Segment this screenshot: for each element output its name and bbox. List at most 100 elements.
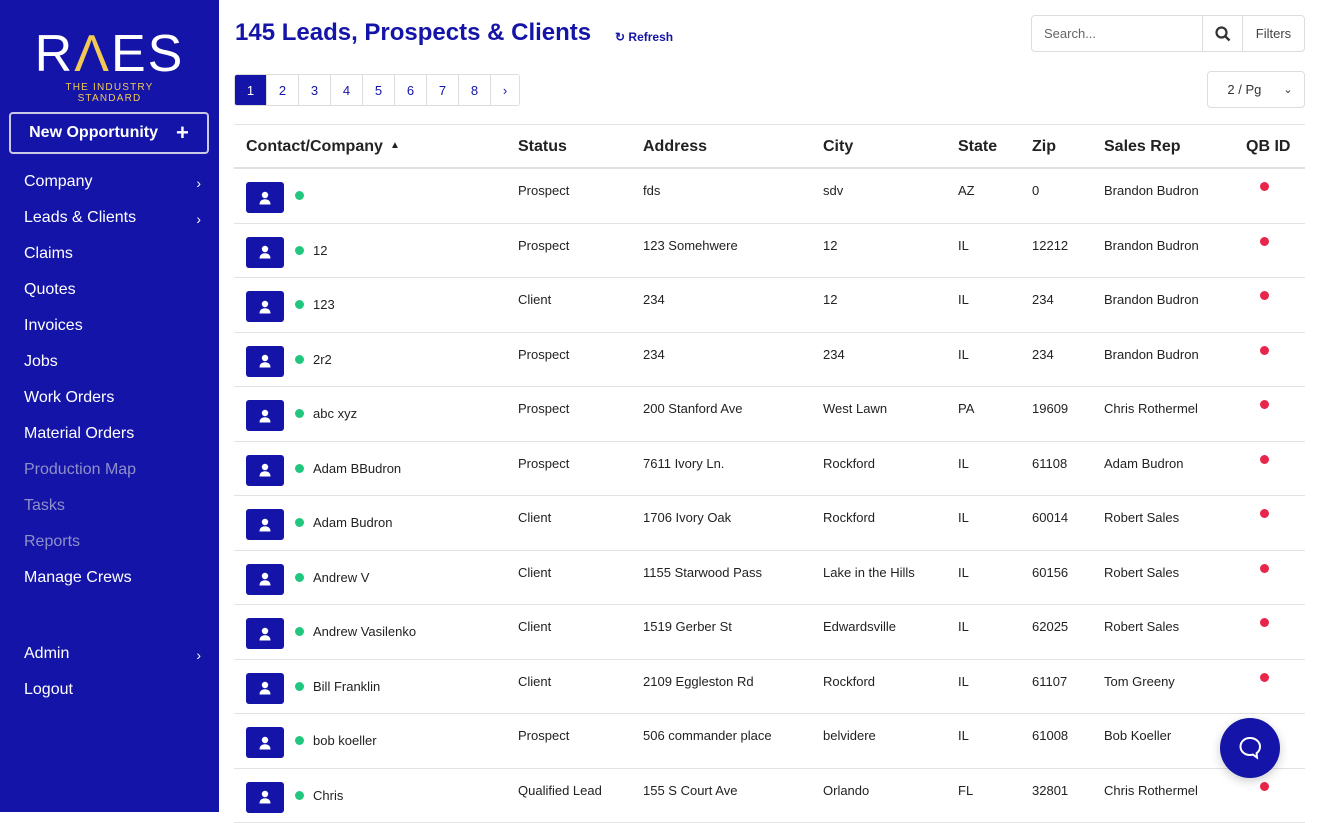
contact-avatar-button[interactable] (246, 291, 284, 322)
qb-id-missing-dot (1260, 182, 1269, 191)
contact-name-link[interactable]: Andrew Vasilenko (313, 624, 416, 639)
contact-avatar-button[interactable] (246, 727, 284, 758)
cell-sales-rep: Robert Sales (1104, 619, 1179, 634)
user-icon (259, 463, 271, 477)
cell-sales-rep: Adam Budron (1104, 456, 1184, 471)
column-header-zip[interactable]: Zip (1032, 138, 1056, 156)
contact-name-link[interactable]: 2r2 (313, 352, 332, 367)
cell-status: Client (518, 674, 551, 689)
user-icon (259, 300, 271, 314)
contact-name-link[interactable]: Andrew V (313, 570, 369, 585)
search-input[interactable] (1032, 16, 1203, 51)
page-7-button[interactable]: 7 (427, 75, 459, 105)
chat-button[interactable] (1220, 718, 1280, 778)
user-icon (259, 627, 271, 641)
sort-ascending-icon[interactable]: ▲ (390, 140, 400, 151)
sidebar-item-manage-crews[interactable]: Manage Crews (0, 560, 219, 596)
contact-avatar-button[interactable] (246, 400, 284, 431)
contact-name-link[interactable]: 123 (313, 297, 335, 312)
column-header-address[interactable]: Address (643, 138, 707, 156)
sidebar-item-material-orders[interactable]: Material Orders (0, 416, 219, 452)
cell-city: Lake in the Hills (823, 565, 915, 580)
sidebar-item-label: Logout (24, 681, 73, 699)
column-header-status[interactable]: Status (518, 138, 567, 156)
contact-avatar-button[interactable] (246, 455, 284, 486)
contact-avatar-button[interactable] (246, 182, 284, 213)
cell-sales-rep: Chris Rothermel (1104, 401, 1198, 416)
contact-name-link[interactable]: Chris (313, 788, 343, 803)
column-header-contact-company[interactable]: Contact/Company (246, 138, 383, 156)
column-header-city[interactable]: City (823, 138, 853, 156)
raes-logo[interactable]: RΛES THE INDUSTRY STANDARD (32, 28, 187, 104)
sidebar-item-production-map[interactable]: Production Map (0, 452, 219, 488)
sidebar-item-company[interactable]: Company› (0, 164, 219, 200)
sidebar-item-label: Reports (24, 533, 80, 551)
contact-avatar-button[interactable] (246, 509, 284, 540)
contact-avatar-button[interactable] (246, 673, 284, 704)
page-1-button[interactable]: 1 (235, 75, 267, 105)
contact-avatar-button[interactable] (246, 237, 284, 268)
page-3-button[interactable]: 3 (299, 75, 331, 105)
qb-id-missing-dot (1260, 618, 1269, 627)
sidebar-item-logout[interactable]: Logout (0, 672, 219, 708)
search-button[interactable] (1203, 16, 1243, 51)
chevron-down-icon: ⌄ (1283, 83, 1292, 96)
contact-name-link[interactable]: 12 (313, 243, 327, 258)
page-2-button[interactable]: 2 (267, 75, 299, 105)
contact-name-link[interactable]: Bill Franklin (313, 679, 380, 694)
sidebar-item-label: Tasks (24, 497, 65, 515)
sidebar-item-admin[interactable]: Admin› (0, 636, 219, 672)
contact-avatar-button[interactable] (246, 346, 284, 377)
page-8-button[interactable]: 8 (459, 75, 491, 105)
cell-zip: 60156 (1032, 565, 1068, 580)
cell-sales-rep: Tom Greeny (1104, 674, 1175, 689)
new-opportunity-button[interactable]: New Opportunity+ (9, 112, 209, 154)
contact-avatar-button[interactable] (246, 782, 284, 813)
column-header-state[interactable]: State (958, 138, 997, 156)
sidebar-item-jobs[interactable]: Jobs (0, 344, 219, 380)
user-icon (259, 790, 271, 804)
sidebar-item-reports[interactable]: Reports (0, 524, 219, 560)
page-4-button[interactable]: 4 (331, 75, 363, 105)
contact-name-link[interactable]: Adam Budron (313, 515, 393, 530)
refresh-button[interactable]: ↻ Refresh (615, 30, 673, 44)
sidebar-item-leads-clients[interactable]: Leads & Clients› (0, 200, 219, 236)
next-page-button[interactable]: › (491, 75, 519, 105)
contact-name-link[interactable]: bob koeller (313, 733, 377, 748)
page-6-button[interactable]: 6 (395, 75, 427, 105)
user-icon (259, 572, 271, 586)
sidebar-item-work-orders[interactable]: Work Orders (0, 380, 219, 416)
contact-avatar-button[interactable] (246, 618, 284, 649)
contact-name-link[interactable]: abc xyz (313, 406, 357, 421)
cell-status: Prospect (518, 401, 569, 416)
cell-state: PA (958, 401, 974, 416)
contact-name-link[interactable]: Adam BBudron (313, 461, 401, 476)
per-page-select[interactable]: 2 / Pg⌄ (1207, 71, 1305, 108)
sidebar-item-tasks[interactable]: Tasks (0, 488, 219, 524)
page-5-button[interactable]: 5 (363, 75, 395, 105)
sidebar-item-label: Invoices (24, 317, 83, 335)
contact-avatar-button[interactable] (246, 564, 284, 595)
filters-button[interactable]: Filters (1243, 16, 1304, 51)
active-status-dot (295, 791, 304, 800)
sidebar-item-claims[interactable]: Claims (0, 236, 219, 272)
cell-state: IL (958, 565, 969, 580)
sidebar-item-invoices[interactable]: Invoices (0, 308, 219, 344)
column-header-qb-id[interactable]: QB ID (1246, 138, 1290, 156)
column-header-sales-rep[interactable]: Sales Rep (1104, 138, 1180, 156)
active-status-dot (295, 300, 304, 309)
qb-id-missing-dot (1260, 564, 1269, 573)
sidebar-item-quotes[interactable]: Quotes (0, 272, 219, 308)
